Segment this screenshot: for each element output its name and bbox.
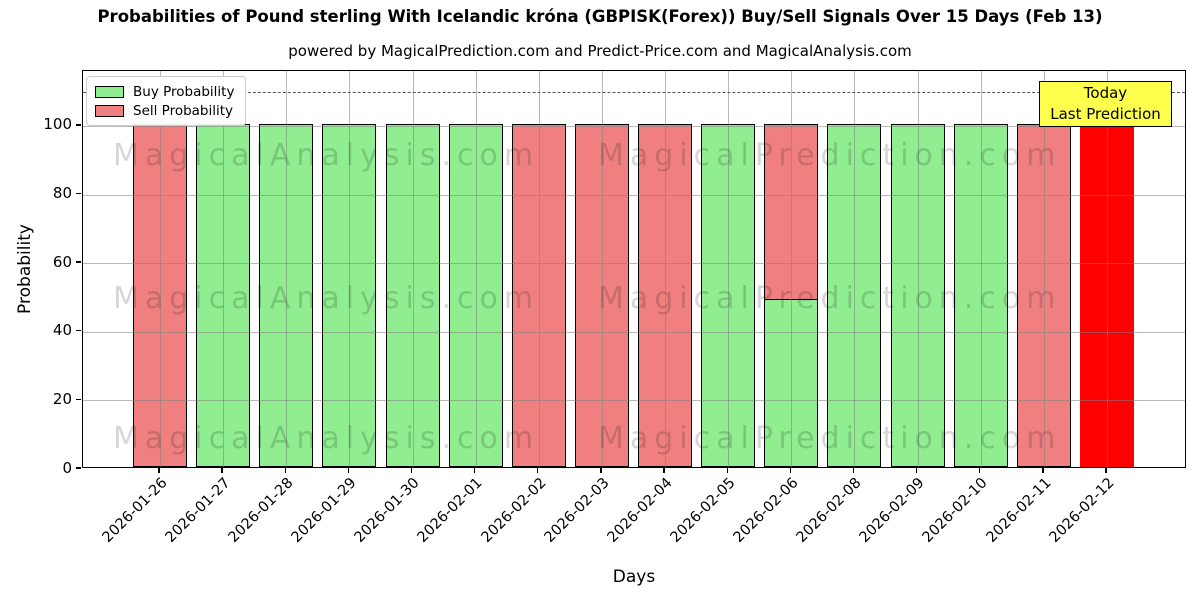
- gridline-vertical: [917, 71, 919, 467]
- x-tick-mark: [852, 468, 855, 473]
- x-tick-label: 2026-02-05: [667, 475, 739, 546]
- x-tick-mark: [474, 468, 476, 473]
- chart-title: Probabilities of Pound sterling With Ice…: [97, 7, 1103, 26]
- x-tick-label: 2026-01-27: [162, 475, 234, 546]
- gridline-vertical: [412, 71, 414, 467]
- y-tick-mark: [76, 330, 81, 332]
- legend-item-sell: Sell Probability: [95, 101, 237, 120]
- y-tick-label: 0: [62, 458, 72, 477]
- gridline-horizontal: [83, 331, 1185, 333]
- x-tick-mark: [1042, 468, 1044, 473]
- x-tick-mark: [979, 468, 981, 473]
- x-tick-label: 2026-02-10: [920, 475, 992, 546]
- y-tick-mark: [76, 124, 81, 126]
- x-tick-label: 2026-01-28: [225, 475, 297, 546]
- x-tick-mark: [347, 468, 350, 473]
- x-tick-label: 2026-01-29: [288, 475, 360, 546]
- legend-label-buy: Buy Probability: [133, 83, 235, 100]
- x-tick-mark: [789, 468, 791, 473]
- y-tick-mark: [76, 261, 81, 263]
- gridline-vertical: [223, 71, 225, 467]
- x-tick-mark: [410, 468, 413, 473]
- gridline-horizontal: [83, 400, 1185, 402]
- gridline-horizontal: [83, 125, 1185, 127]
- x-tick-label: 2026-02-08: [793, 475, 865, 546]
- x-tick-label: 2026-02-09: [856, 475, 928, 546]
- gridline-vertical: [980, 71, 982, 467]
- gridline-vertical: [728, 71, 730, 467]
- x-tick-mark: [600, 468, 602, 473]
- x-tick-label: 2026-02-11: [983, 475, 1055, 546]
- x-tick-label: 2026-01-30: [351, 475, 423, 546]
- x-tick-label: 2026-01-26: [99, 475, 171, 546]
- x-tick-mark: [158, 468, 160, 473]
- gridline-vertical: [854, 71, 856, 467]
- gridline-vertical: [538, 71, 540, 467]
- gridline-horizontal: [83, 194, 1185, 196]
- x-tick-mark: [1105, 468, 1107, 473]
- annotation-line1: Today: [1083, 84, 1128, 102]
- x-axis-label: Days: [612, 567, 656, 587]
- y-tick-mark: [76, 398, 81, 401]
- annotation-line2: Last Prediction: [1050, 105, 1161, 123]
- legend-item-buy: Buy Probability: [95, 82, 237, 101]
- x-tick-mark: [537, 468, 539, 473]
- x-tick-mark: [726, 468, 728, 473]
- chart-legend: Buy Probability Sell Probability: [86, 76, 246, 126]
- x-tick-label: 2026-02-06: [730, 475, 802, 546]
- plot-area: [82, 70, 1186, 468]
- y-tick-label: 40: [52, 321, 72, 340]
- legend-label-sell: Sell Probability: [133, 102, 234, 119]
- grid-layer: [83, 71, 1185, 467]
- y-tick-mark: [76, 192, 81, 195]
- threshold-dashed-line: [83, 91, 1185, 93]
- gridline-vertical: [1107, 71, 1108, 467]
- gridline-vertical: [349, 71, 351, 467]
- gridline-vertical: [601, 71, 603, 467]
- x-tick-mark: [221, 468, 223, 473]
- y-tick-mark: [76, 467, 81, 469]
- y-tick-label: 80: [52, 184, 72, 203]
- x-tick-label: 2026-02-12: [1046, 475, 1118, 546]
- y-axis-label: Probability: [15, 224, 35, 314]
- gridline-vertical: [1043, 71, 1045, 467]
- y-tick-label: 20: [52, 389, 72, 408]
- x-tick-mark: [915, 468, 918, 473]
- x-tick-label: 2026-02-04: [604, 475, 676, 546]
- gridline-horizontal: [83, 263, 1185, 265]
- x-tick-label: 2026-02-01: [415, 475, 486, 546]
- today-annotation: Today Last Prediction: [1039, 81, 1172, 127]
- buy-swatch-icon: [95, 85, 124, 98]
- x-tick-label: 2026-02-02: [478, 475, 550, 546]
- gridline-vertical: [286, 71, 288, 467]
- gridline-vertical: [665, 71, 667, 467]
- x-tick-mark: [284, 468, 286, 473]
- x-tick-label: 2026-02-03: [541, 475, 613, 546]
- gridline-vertical: [160, 71, 161, 467]
- gridline-vertical: [475, 71, 477, 467]
- y-tick-label: 100: [43, 115, 72, 134]
- y-tick-label: 60: [52, 252, 72, 271]
- x-tick-mark: [663, 468, 665, 473]
- gridline-vertical: [791, 71, 793, 467]
- sell-swatch-icon: [95, 104, 124, 117]
- chart-subtitle: powered by MagicalPrediction.com and Pre…: [288, 42, 912, 60]
